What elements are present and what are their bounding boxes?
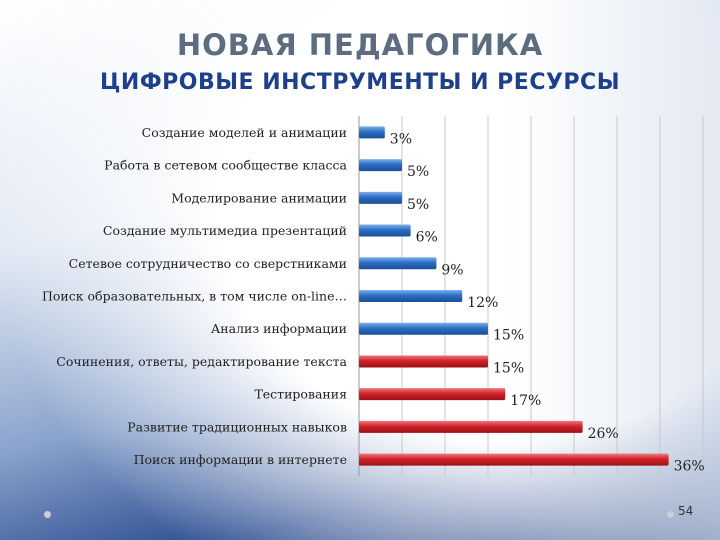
category-label: Поиск информации в интернете: [134, 452, 347, 467]
bar-8: [359, 355, 488, 368]
page-subtitle: ЦИФРОВЫЕ ИНСТРУМЕНТЫ И РЕСУРСЫ: [100, 70, 620, 95]
bar-layer: [359, 126, 669, 466]
value-label: 15%: [493, 328, 524, 344]
bar-9: [359, 388, 506, 401]
category-label: Поиск образовательных, в том числе on-li…: [42, 289, 347, 304]
category-label: Работа в сетевом сообществе класса: [104, 158, 347, 173]
category-label: Сетевое сотрудничество со сверстниками: [69, 256, 347, 271]
value-label: 15%: [493, 360, 524, 376]
category-label: Анализ информации: [211, 321, 347, 336]
category-label: Сочинения, ответы, редактирование текста: [56, 354, 347, 369]
slide-dot-left: [44, 511, 51, 518]
bar-4: [359, 224, 411, 237]
category-label: Развитие традиционных навыков: [127, 419, 347, 434]
slide-dot-right: [667, 511, 674, 518]
bar-3: [359, 191, 402, 204]
value-label: 3%: [390, 131, 412, 147]
bar-10: [359, 420, 583, 433]
value-label: 26%: [588, 426, 619, 442]
bar-1: [359, 126, 385, 139]
bar-7: [359, 322, 488, 335]
category-label: Создание мультимедиа презентаций: [103, 223, 347, 238]
category-label: Моделирование анимации: [171, 190, 347, 205]
value-label: 17%: [510, 393, 541, 409]
value-label: 9%: [441, 262, 463, 278]
category-label: Создание моделей и анимации: [142, 125, 347, 140]
value-label: 5%: [407, 197, 429, 213]
bar-5: [359, 257, 437, 270]
page-number: 54: [678, 504, 694, 518]
label-layer: Создание моделей и анимации 3% Работа в се…: [42, 125, 705, 475]
value-label: 5%: [407, 164, 429, 180]
category-label: Тестирования: [254, 387, 347, 402]
value-label: 6%: [416, 230, 438, 246]
bar-11: [359, 453, 669, 466]
page-title: НОВАЯ ПЕДАГОГИКА: [176, 28, 544, 62]
value-label: 36%: [674, 459, 705, 475]
bar-6: [359, 290, 463, 302]
value-label: 12%: [467, 295, 498, 311]
bar-2: [359, 159, 402, 172]
